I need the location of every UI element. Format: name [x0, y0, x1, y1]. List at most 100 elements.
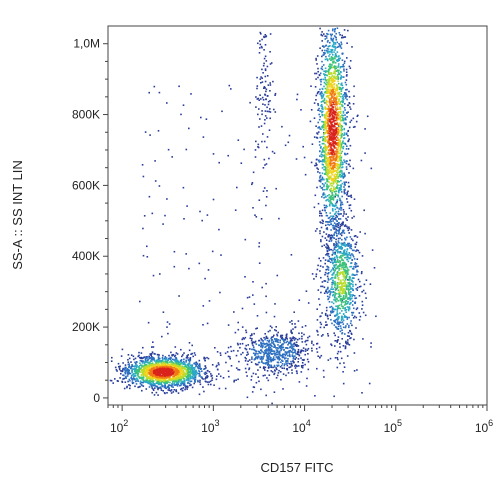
event-dot [348, 172, 350, 174]
event-dot [282, 388, 284, 390]
event-dot [177, 361, 180, 364]
event-dot [294, 323, 296, 325]
event-dot [327, 170, 330, 172]
event-dot [349, 121, 351, 123]
event-dot [163, 392, 166, 394]
event-dot [338, 180, 340, 183]
event-dot [319, 174, 322, 177]
event-dot [334, 334, 336, 337]
event-dot [188, 366, 190, 369]
event-dot [269, 358, 272, 361]
event-dot [276, 333, 278, 336]
event-dot [244, 356, 246, 359]
event-dot [335, 32, 337, 35]
event-dot [326, 292, 329, 294]
event-dot [337, 266, 339, 268]
event-dot [260, 357, 262, 360]
event-dot [265, 352, 267, 354]
event-dot [338, 95, 340, 98]
event-dot [333, 57, 335, 60]
event-dot [348, 204, 351, 207]
event-dot [181, 371, 184, 373]
event-dot [318, 180, 321, 182]
event-dot [179, 384, 181, 387]
event-dot [344, 161, 346, 163]
event-dot [342, 145, 345, 148]
event-dot [317, 334, 319, 336]
event-dot [326, 112, 329, 114]
event-dot [190, 384, 192, 386]
event-dot [339, 125, 342, 128]
event-dot [344, 122, 346, 125]
event-dot [266, 146, 268, 149]
event-dot [160, 387, 162, 390]
event-dot [341, 116, 343, 119]
event-dot [329, 66, 332, 68]
event-dot [280, 361, 282, 363]
event-dot [333, 395, 335, 398]
event-dot [187, 365, 190, 367]
event-dot [340, 156, 342, 159]
event-dot [327, 33, 329, 36]
event-dot [328, 165, 331, 167]
event-dot [109, 379, 112, 382]
event-dot [131, 381, 134, 383]
event-dot [334, 269, 336, 272]
event-dot [315, 99, 317, 101]
event-dot [350, 194, 352, 197]
event-dot [150, 358, 153, 361]
event-dot [240, 162, 243, 164]
event-dot [340, 136, 343, 138]
event-dot [342, 296, 345, 299]
event-dot [334, 56, 336, 58]
event-dot [330, 234, 333, 236]
event-dot [331, 45, 334, 48]
event-dot [335, 297, 337, 299]
event-dot [338, 165, 341, 167]
event-dot [172, 365, 174, 367]
event-dot [191, 352, 193, 355]
event-dot [284, 354, 287, 357]
event-dot [253, 346, 255, 349]
event-dot [135, 366, 138, 368]
event-dot [267, 366, 270, 368]
event-dot [350, 279, 352, 281]
event-dot [324, 237, 327, 239]
event-dot [320, 222, 322, 224]
event-dot [340, 143, 343, 146]
event-dot [343, 107, 346, 109]
event-dot [189, 367, 191, 370]
event-dot [344, 266, 347, 269]
event-dot [328, 200, 330, 202]
event-dot [340, 203, 342, 205]
event-dot [325, 173, 327, 175]
event-dot [218, 161, 220, 164]
event-dot [152, 374, 154, 376]
event-dot [332, 302, 335, 305]
event-dot [352, 255, 355, 258]
event-dot [252, 372, 255, 375]
event-dot [347, 244, 349, 247]
event-dot [344, 103, 346, 105]
event-dot [323, 185, 325, 188]
event-dot [335, 88, 338, 91]
event-dot [263, 62, 265, 65]
event-dot [335, 87, 338, 89]
event-dot [342, 242, 344, 245]
event-dot [274, 338, 276, 341]
event-dot [346, 302, 349, 305]
event-dot [345, 79, 348, 81]
event-dot [300, 109, 302, 111]
event-dot [341, 161, 344, 164]
event-dot [325, 127, 328, 130]
event-dot [342, 285, 345, 288]
event-dot [293, 337, 296, 339]
event-dot [274, 354, 276, 356]
event-dot [329, 67, 332, 69]
event-dot [350, 209, 353, 212]
event-dot [145, 360, 148, 362]
event-dot [318, 113, 320, 116]
event-dot [190, 353, 192, 355]
event-dot [314, 164, 316, 167]
event-dot [328, 159, 330, 162]
